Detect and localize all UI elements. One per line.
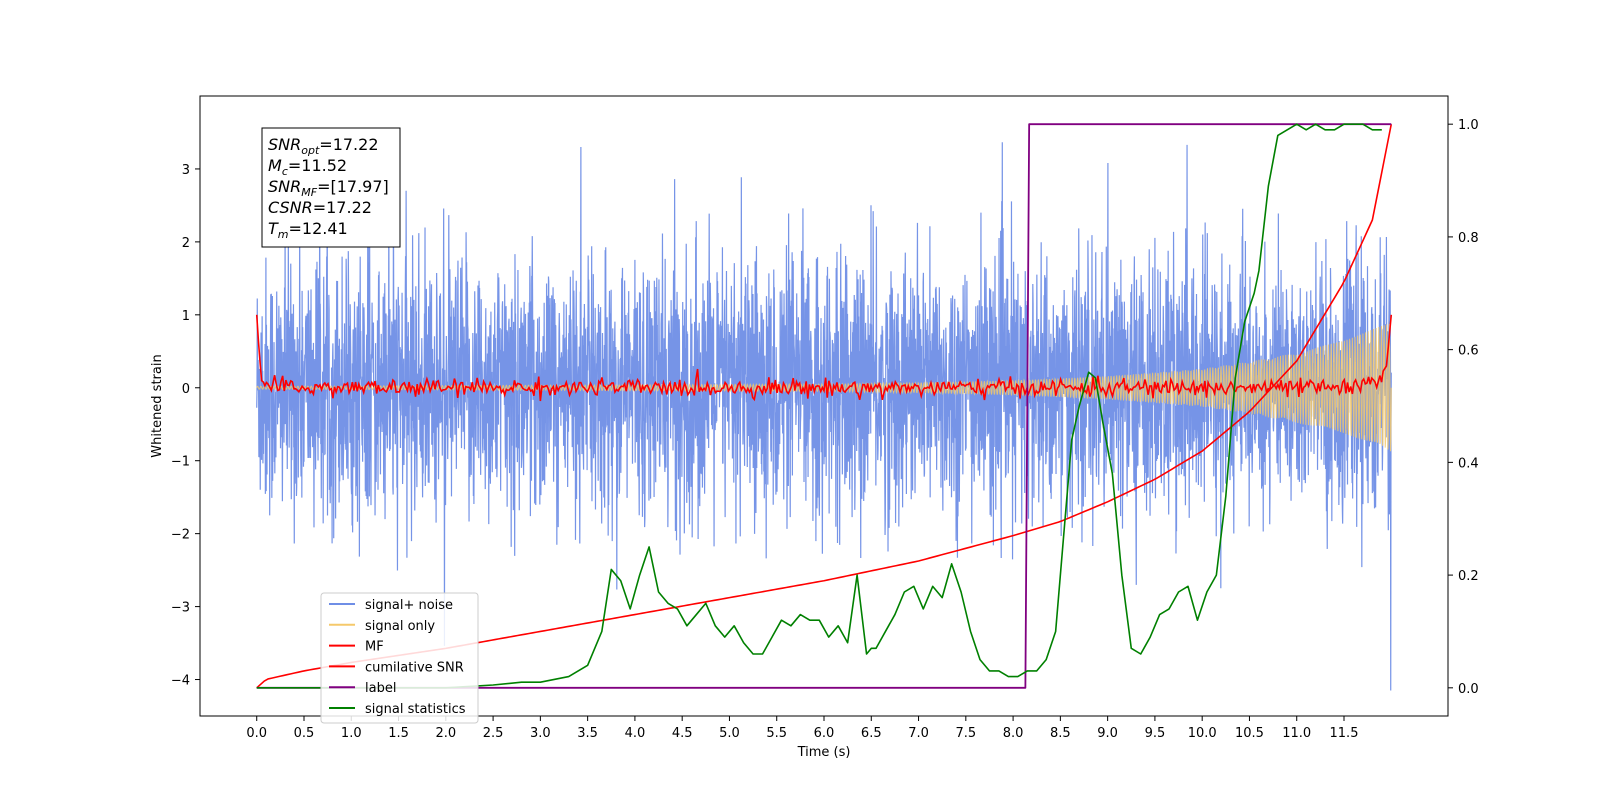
series-signal-statistics-line	[256, 123, 1382, 689]
y-right-tick-label: 0.2	[1458, 569, 1479, 584]
x-tick-label: 5.5	[766, 726, 787, 741]
y-left-tick-label: 3	[182, 163, 190, 178]
legend: signal+ noise signal only MF cumilative SNR…	[320, 592, 479, 724]
x-tick-label: 2.0	[435, 726, 456, 741]
x-tick-label: 3.5	[577, 726, 598, 741]
y-right-tick-label: 0.4	[1458, 456, 1479, 471]
x-tick-label: 10.5	[1235, 726, 1264, 741]
x-tick-label: 6.5	[861, 726, 882, 741]
legend-label: cumilative SNR	[365, 660, 464, 675]
x-tick-label: 6.0	[814, 726, 835, 741]
y-left-tick-label: 1	[182, 309, 190, 324]
x-tick-label: 8.0	[1003, 726, 1024, 741]
y-left-tick-label: 2	[182, 236, 190, 251]
x-tick-label: 9.5	[1145, 726, 1166, 741]
y-left-tick-label: −2	[171, 528, 190, 543]
info-box: SNRopt=17.22Mc=11.52SNRMF=[17.97]CSNR=17…	[261, 127, 401, 248]
x-tick-label: 5.0	[719, 726, 740, 741]
legend-frame	[320, 592, 479, 724]
x-tick-label: 1.0	[341, 726, 362, 741]
y-left-tick-label: −1	[171, 455, 190, 470]
x-tick-label: 11.0	[1282, 726, 1311, 741]
x-axis: 0.0 0.5 1.0 1.5 2.0 2.5 3.0 3.5 4.0 4.5 5.0 5.5 6.0 6…	[246, 716, 1358, 741]
legend-label: signal only	[365, 619, 435, 634]
legend-label: signal statistics	[365, 702, 466, 717]
y-right-tick-label: 0.8	[1458, 231, 1479, 246]
x-tick-label: 7.5	[955, 726, 976, 741]
x-tick-label: 0.0	[246, 726, 267, 741]
y-right-tick-label: 1.0	[1458, 118, 1479, 133]
x-tick-label: 4.0	[625, 726, 646, 741]
x-tick-label: 7.0	[908, 726, 929, 741]
info-box-line: SNRopt=17.22	[268, 135, 379, 157]
x-tick-label: 8.5	[1050, 726, 1071, 741]
y-axis-left: 3 2 1 0 −1 −2 −3 −4	[171, 163, 200, 689]
x-tick-label: 10.0	[1188, 726, 1217, 741]
legend-label: signal+ noise	[365, 598, 453, 613]
y-left-tick-label: −4	[171, 674, 190, 689]
legend-label: MF	[365, 640, 384, 655]
x-tick-label: 11.5	[1330, 726, 1359, 741]
x-tick-label: 4.5	[672, 726, 693, 741]
y-right-tick-label: 0.6	[1458, 344, 1479, 359]
series-label-line	[256, 123, 1392, 689]
info-box-line: SNRMF=[17.97]	[268, 177, 389, 199]
y-left-tick-label: −3	[171, 601, 190, 616]
x-tick-label: 9.0	[1097, 726, 1118, 741]
y-axis-label: Whitened strain	[150, 354, 165, 457]
legend-label: label	[365, 681, 396, 696]
series-mf-line	[255, 314, 1393, 402]
info-box-frame	[261, 127, 401, 248]
info-box-line: Mc=11.52	[268, 156, 347, 178]
x-tick-label: 1.5	[388, 726, 409, 741]
info-box-line: CSNR=17.22	[268, 198, 372, 217]
x-tick-label: 0.5	[294, 726, 315, 741]
x-axis-label: Time (s)	[797, 745, 851, 760]
y-left-tick-label: 0	[182, 382, 190, 397]
y-right-tick-label: 0.0	[1458, 682, 1479, 697]
x-tick-label: 3.0	[530, 726, 551, 741]
info-box-line: Tm=12.41	[268, 219, 348, 241]
x-tick-label: 2.5	[483, 726, 504, 741]
y-axis-right: 1.0 0.8 0.6 0.4 0.2 0.0	[1448, 118, 1479, 697]
